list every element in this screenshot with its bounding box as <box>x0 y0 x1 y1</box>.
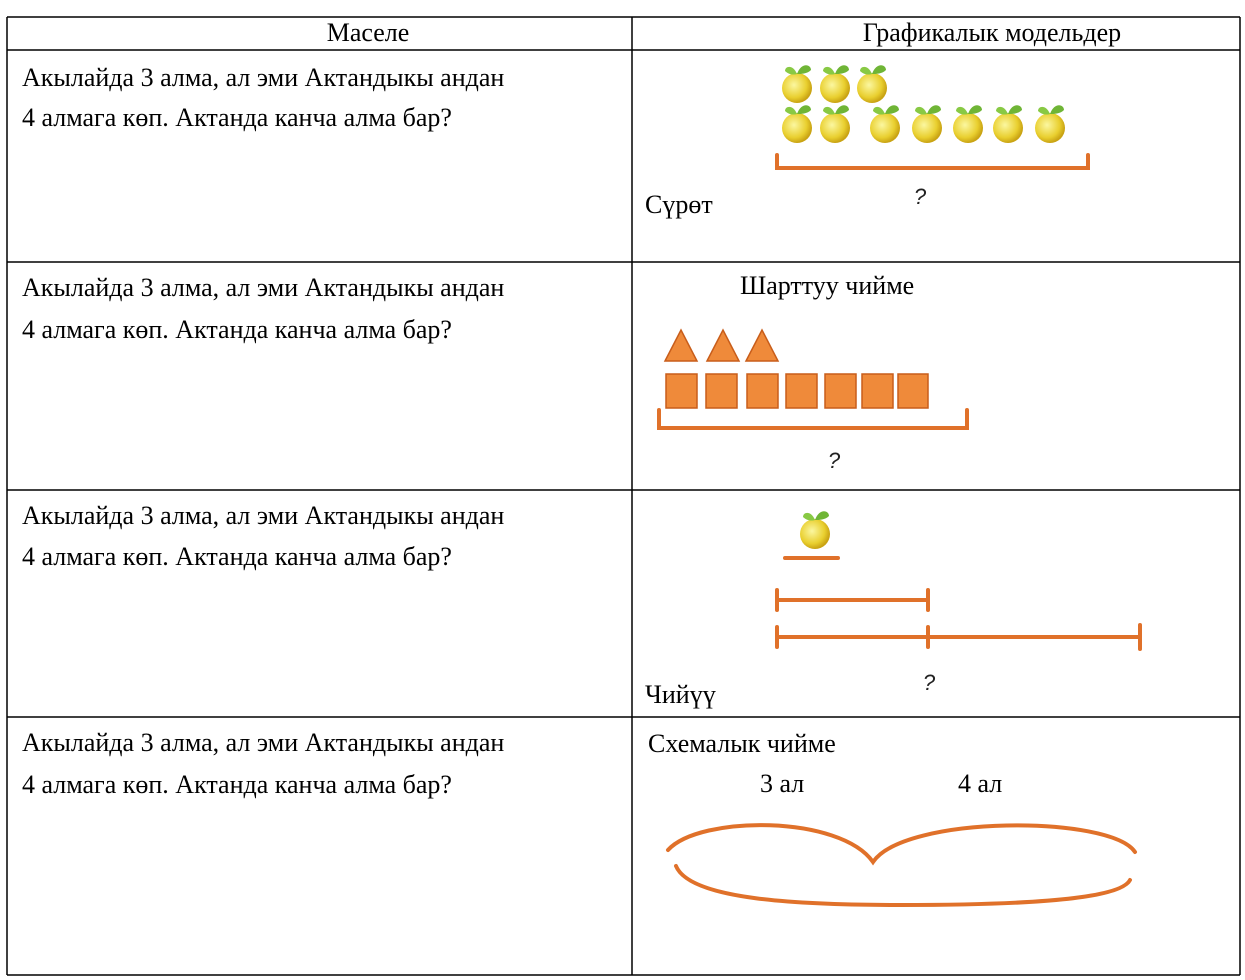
question-mark: ? <box>914 184 927 209</box>
question-mark: ? <box>923 670 936 695</box>
apple-icon <box>800 511 830 549</box>
model-label: Схемалык чийме <box>648 729 836 758</box>
problem-text: 4 алмага көп. Актанда канча алма бар? <box>22 315 452 344</box>
model-label: Чийүү <box>645 680 716 709</box>
problem-text: 4 алмага көп. Актанда канча алма бар? <box>22 770 452 799</box>
problem-text: 4 алмага көп. Актанда канча алма бар? <box>22 103 452 132</box>
apples-picture <box>775 65 1090 170</box>
problem-text: Акылайда 3 алма, ал эми Актандыкы андан <box>22 273 504 302</box>
part-label: 4 ал <box>958 769 1002 798</box>
part-label: 3 ал <box>760 769 804 798</box>
segment-diagram <box>775 556 1142 651</box>
problem-text: 4 алмага көп. Актанда канча алма бар? <box>22 542 452 571</box>
model-label: Сүрөт <box>645 190 713 219</box>
header-cell: Графикалык модельдер <box>863 18 1121 47</box>
header-cell: Маселе <box>327 18 410 47</box>
problem-text: Акылайда 3 алма, ал эми Актандыкы андан <box>22 728 504 757</box>
question-mark: ? <box>828 448 841 473</box>
problem-text: Акылайда 3 алма, ал эми Актандыкы андан <box>22 63 504 92</box>
model-label: Шарттуу чийме <box>740 271 914 300</box>
problem-text: Акылайда 3 алма, ал эми Актандыкы андан <box>22 501 504 530</box>
shapes-diagram <box>663 328 929 409</box>
bracket <box>657 408 969 430</box>
table-borders <box>6 16 1241 976</box>
schematic-arcs <box>666 823 1137 908</box>
